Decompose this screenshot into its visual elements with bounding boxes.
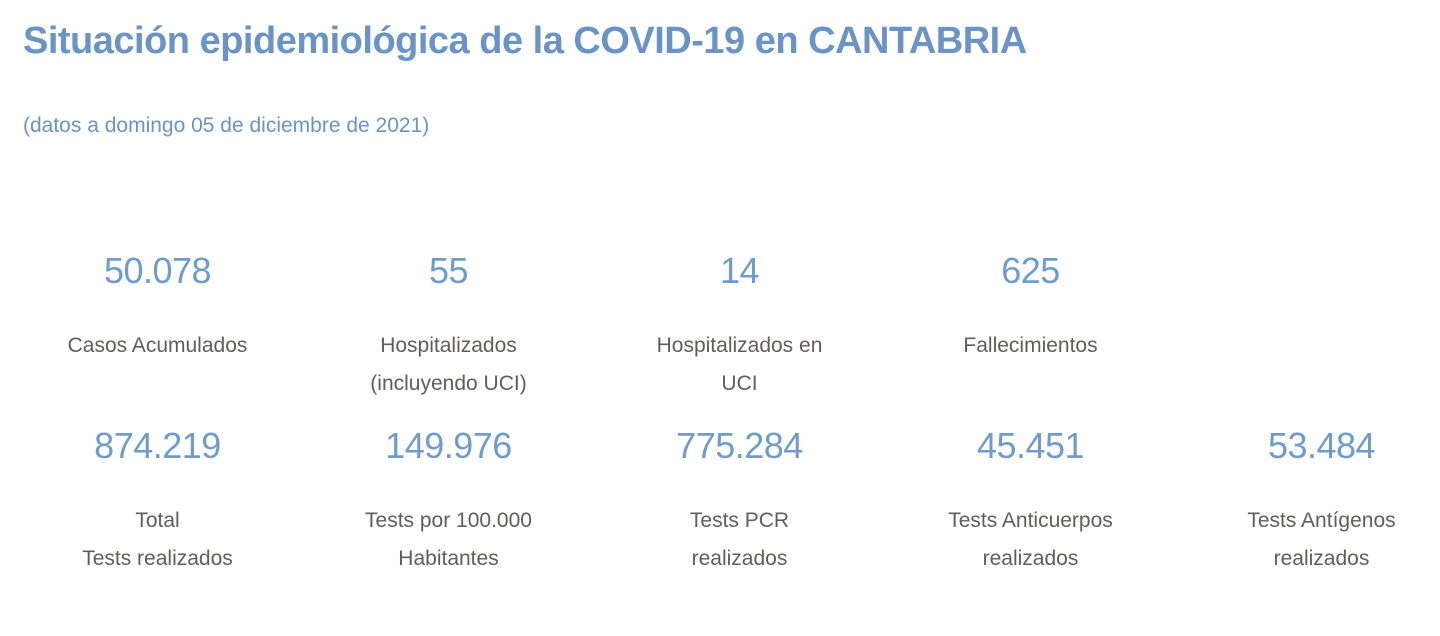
stat-label-line: Hospitalizados [380, 334, 517, 357]
stat-card-tests-pcr: 775.284 Tests PCR realizados [594, 426, 885, 578]
stat-label-line: Hospitalizados en [656, 334, 823, 357]
stat-label-line: Fallecimientos [963, 334, 1098, 357]
stat-label-line: Total [135, 509, 180, 532]
stat-value: 50.078 [103, 250, 212, 291]
stat-label-line: Tests PCR [689, 509, 790, 532]
stat-card-tests-antigenos: 53.484 Tests Antígenos realizados [1176, 426, 1440, 578]
stats-row-2: 874.219 Total Tests realizados 149.976 T… [12, 426, 1440, 578]
stat-value: 55 [428, 250, 469, 291]
stat-card-tests-por-100000: 149.976 Tests por 100.000 Habitantes [303, 426, 594, 578]
stat-label: Tests Antígenos realizados [1176, 502, 1440, 578]
stat-label: Fallecimientos [885, 327, 1176, 365]
stat-label: Tests Anticuerpos realizados [885, 502, 1176, 578]
stat-label-line: realizados [1273, 547, 1370, 570]
stat-value: 625 [1001, 250, 1060, 291]
stat-label-line: Tests realizados [82, 547, 233, 570]
stat-label: Hospitalizados en UCI [594, 327, 885, 403]
stat-label-line: Casos Acumulados [67, 334, 248, 357]
stat-card-hospitalizados-uci: 14 Hospitalizados en UCI [594, 251, 885, 403]
stat-label: Tests por 100.000 Habitantes [303, 502, 594, 578]
stat-label-line: (incluyendo UCI) [370, 372, 527, 395]
stat-label-line: Tests por 100.000 [365, 509, 532, 532]
stat-card-tests-anticuerpos: 45.451 Tests Anticuerpos realizados [885, 426, 1176, 578]
stat-value: 45.451 [976, 425, 1085, 466]
stat-label-line: Habitantes [398, 547, 499, 570]
stat-card-casos-acumulados: 50.078 Casos Acumulados [12, 251, 303, 403]
stat-card-fallecimientos: 625 Fallecimientos [885, 251, 1176, 403]
report-date-subtitle: (datos a domingo 05 de diciembre de 2021… [23, 114, 430, 137]
stat-label-line: UCI [721, 372, 758, 395]
stat-value: 775.284 [676, 425, 803, 466]
stat-value: 874.219 [94, 425, 221, 466]
stat-label-line: realizados [691, 547, 788, 570]
stat-value: 53.484 [1267, 425, 1376, 466]
stat-label: Casos Acumulados [12, 327, 303, 365]
stat-label: Tests PCR realizados [594, 502, 885, 578]
stat-label-line: realizados [982, 547, 1079, 570]
stat-card-total-tests: 874.219 Total Tests realizados [12, 426, 303, 578]
stat-value: 14 [719, 250, 760, 291]
page-title: Situación epidemiológica de la COVID-19 … [23, 20, 1027, 62]
stat-label-line: Tests Anticuerpos [948, 509, 1113, 532]
stat-label: Hospitalizados (incluyendo UCI) [303, 327, 594, 403]
stat-label: Total Tests realizados [12, 502, 303, 578]
stat-card-hospitalizados: 55 Hospitalizados (incluyendo UCI) [303, 251, 594, 403]
stat-label-line: Tests Antígenos [1247, 509, 1396, 532]
stat-value: 149.976 [385, 425, 512, 466]
stats-row-1: 50.078 Casos Acumulados 55 Hospitalizado… [12, 251, 1440, 403]
